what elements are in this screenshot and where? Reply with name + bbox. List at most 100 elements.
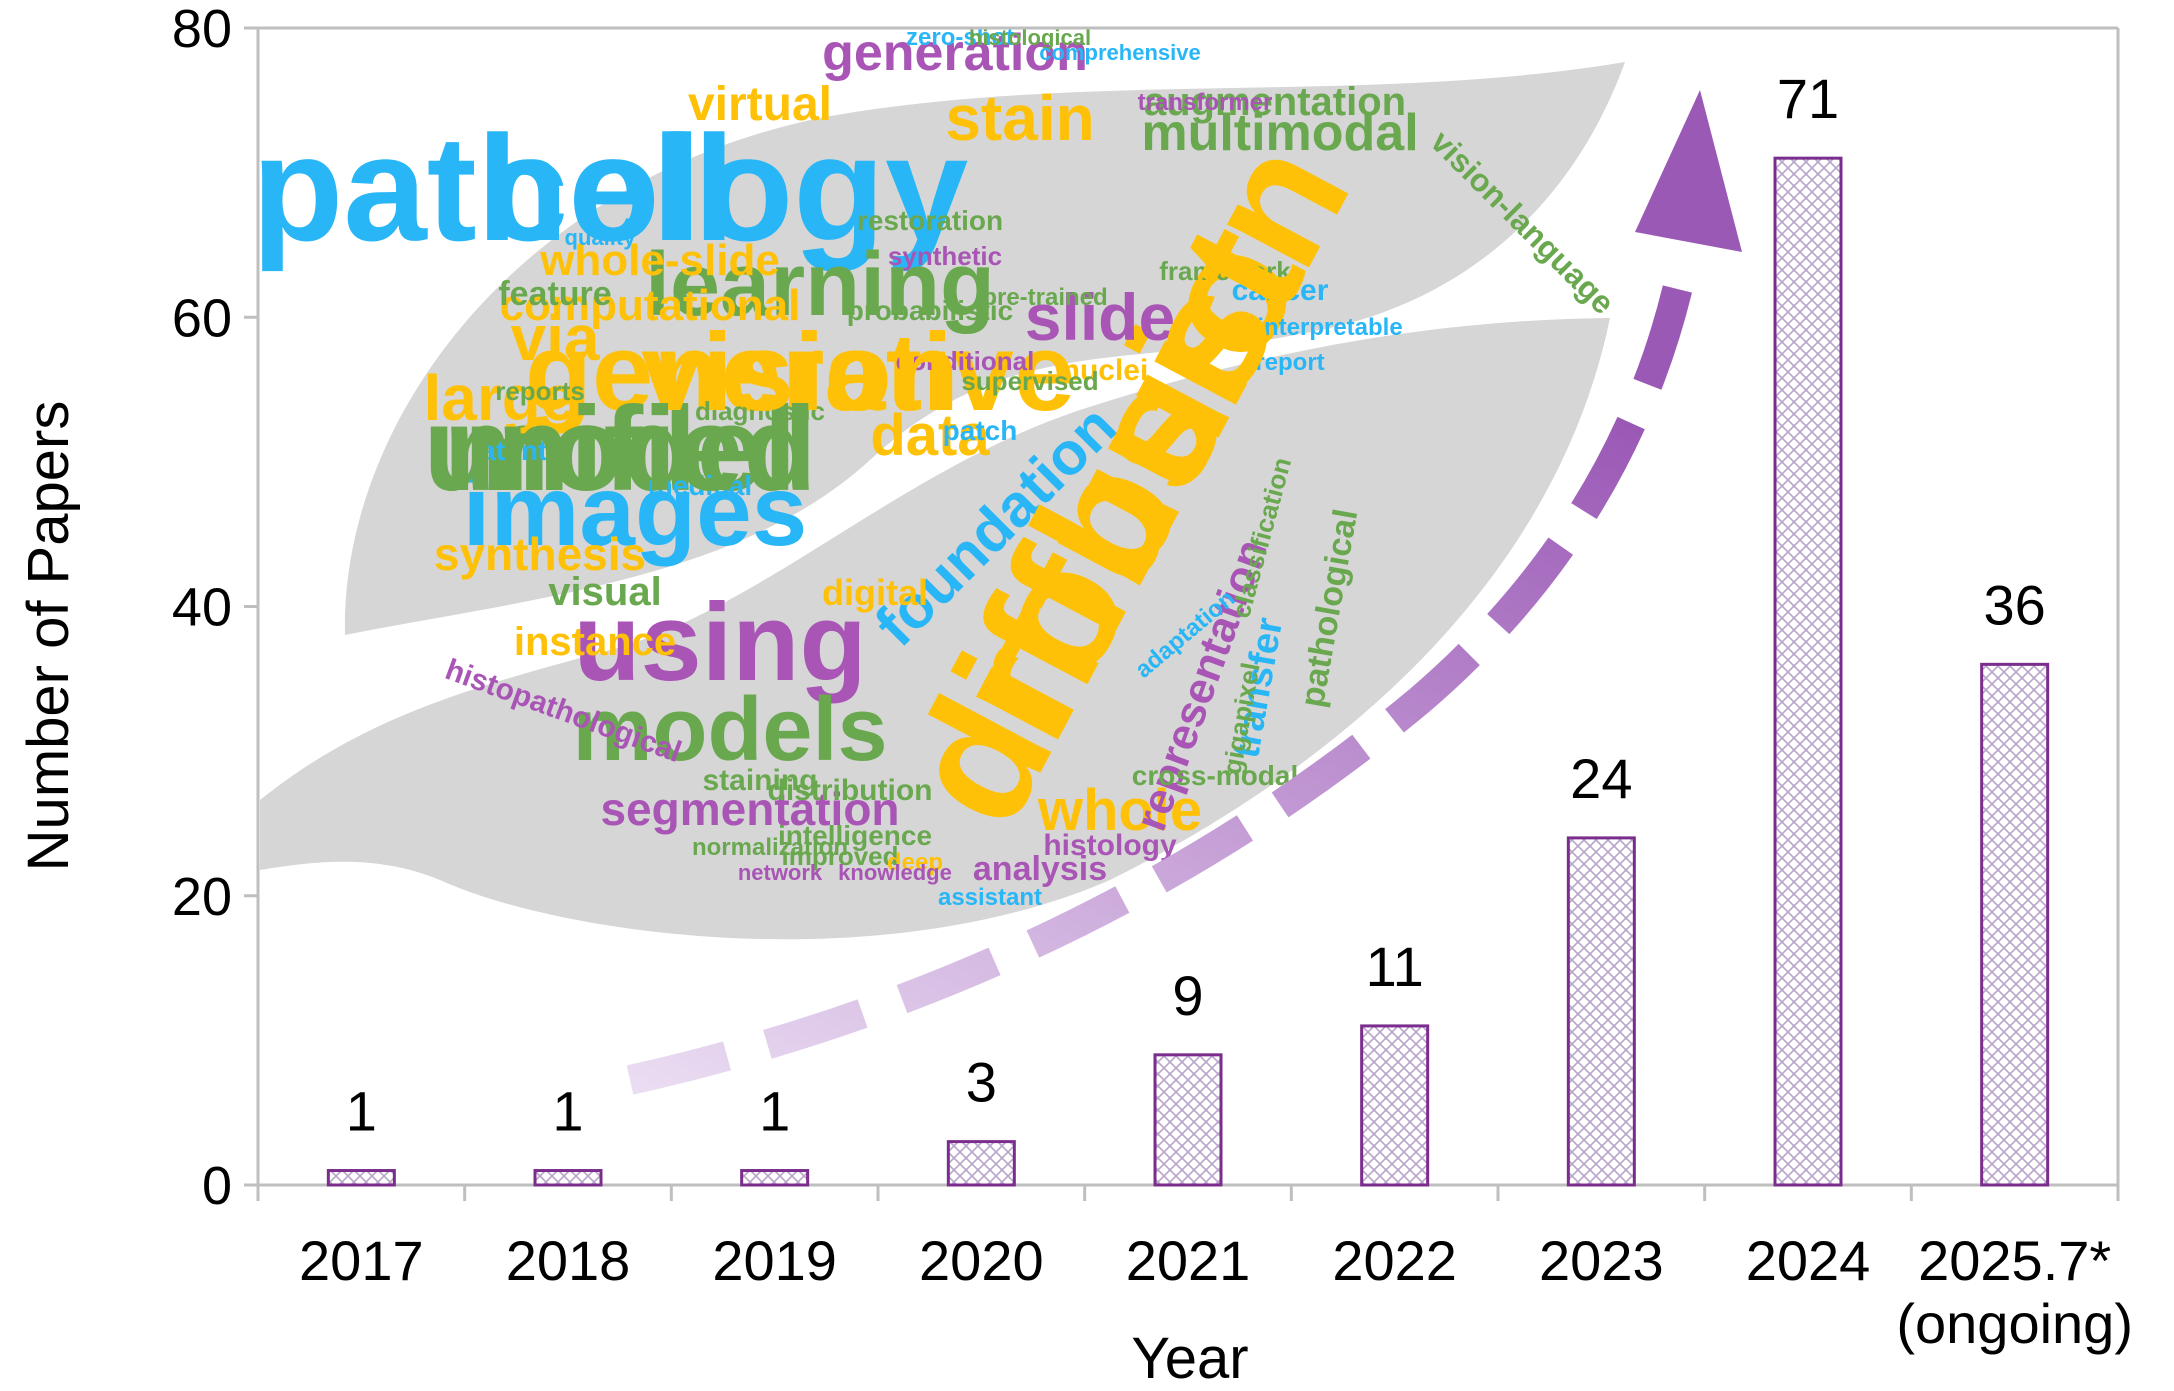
word-cloud-word: cross-modal: [1132, 760, 1299, 791]
word-cloud-word: analysis: [973, 850, 1107, 888]
word-cloud-word: comprehensive: [1039, 40, 1200, 65]
word-cloud-word: patch: [943, 415, 1018, 446]
word-cloud-word: learning: [645, 235, 995, 335]
word-cloud-word: large: [424, 362, 577, 434]
word-cloud-word: restoration: [857, 205, 1003, 236]
y-tick-label: 20: [172, 867, 232, 927]
word-cloud-word: data: [870, 403, 990, 468]
word-cloud-word: histology: [1043, 829, 1177, 862]
x-tick-note: (ongoing): [1896, 1292, 2133, 1355]
word-cloud-word: visual: [548, 570, 661, 614]
bar-2022: [1360, 1024, 1430, 1187]
x-tick-label: 2021: [1126, 1229, 1251, 1292]
word-cloud-leaf: pathologydiffusiongenerativemodelimagesl…: [252, 24, 1626, 940]
word-cloud-word: assistant: [938, 884, 1042, 911]
leaf-lower-shape: [260, 318, 1610, 940]
x-tick-label: 2025.7*: [1918, 1229, 2111, 1292]
word-cloud-word: feature: [498, 275, 611, 313]
word-cloud-word: cancer: [1232, 274, 1329, 307]
x-tick-label: 2019: [712, 1229, 837, 1292]
word-cloud-word: stain: [945, 82, 1094, 154]
word-cloud-word: distribution: [768, 774, 933, 807]
word-cloud-word: cell: [485, 104, 735, 272]
bar-2018: [533, 1169, 603, 1187]
word-cloud-word: augmentation: [1144, 80, 1406, 124]
growth-arrow-head: [1635, 90, 1742, 252]
y-tick-label: 60: [172, 288, 232, 348]
bar-2019: [740, 1169, 810, 1187]
word-cloud-word: pathology: [252, 104, 969, 272]
word-cloud-word: normalization: [692, 834, 848, 861]
word-cloud-word: digital: [822, 572, 928, 613]
word-cloud-word: reports: [495, 376, 585, 406]
word-cloud-word: conditional: [896, 346, 1035, 376]
word-cloud-words: pathologydiffusiongenerativemodelimagesl…: [252, 24, 1622, 911]
bar-2021: [1153, 1053, 1223, 1187]
x-tick-label: 2022: [1332, 1229, 1457, 1292]
word-cloud-word: segmentation: [600, 783, 899, 835]
data-label: 3: [966, 1051, 997, 1114]
word-cloud-word: transformer: [1138, 89, 1273, 116]
x-tick-label: 2020: [919, 1229, 1044, 1292]
data-label: 1: [552, 1080, 583, 1143]
data-label: 1: [346, 1080, 377, 1143]
data-label: 9: [1172, 964, 1203, 1027]
word-cloud-word: generation: [822, 24, 1088, 82]
word-cloud-word: synthetic: [888, 241, 1002, 271]
word-cloud-word: vision: [641, 311, 959, 434]
word-cloud-word: slide: [1025, 280, 1175, 354]
y-tick-label: 40: [172, 578, 232, 638]
bar-2020: [946, 1140, 1016, 1187]
word-cloud-word: models: [572, 680, 887, 780]
bars: [326, 156, 2050, 1187]
word-cloud-word: staining: [702, 764, 817, 797]
word-cloud-word: quality: [565, 225, 637, 250]
word-cloud-word: model: [443, 382, 796, 516]
data-label: 24: [1570, 747, 1632, 810]
word-cloud-word: medical: [648, 470, 752, 501]
word-cloud-word: framework: [1159, 256, 1291, 286]
bar-2025.7*: [1980, 662, 2050, 1187]
x-tick-label: 2017: [299, 1229, 424, 1292]
word-cloud-word: multimodal: [1141, 104, 1418, 162]
x-tick-label: 2024: [1746, 1229, 1871, 1292]
word-cloud-word: network: [738, 860, 823, 885]
data-label: 1: [759, 1080, 790, 1143]
x-axis-ticks: 2017 2018 2019 2020 2021 2022 2023 2024 2025.7*(…: [256, 1185, 2133, 1355]
word-cloud-word: knowledge: [838, 860, 952, 885]
word-cloud-word: computational: [500, 281, 801, 330]
x-axis-title: Year: [1131, 1326, 1248, 1391]
word-cloud-word: diagnostic: [695, 396, 825, 426]
word-cloud-word: improved: [781, 841, 898, 871]
word-cloud-word: virtual: [688, 78, 832, 131]
data-label: 71: [1777, 67, 1839, 130]
growth-arrow-shaft: [626, 252, 1700, 1095]
bar-2017: [326, 1169, 396, 1187]
word-cloud-word: nuclei: [1062, 354, 1149, 387]
word-cloud-word: unified: [423, 382, 816, 516]
word-cloud-word: interpretable: [1257, 314, 1402, 341]
y-tick-label: 80: [172, 0, 232, 59]
y-axis-title: Number of Papers: [16, 401, 81, 872]
x-tick-label: 2018: [506, 1229, 631, 1292]
word-cloud-word: using: [573, 581, 866, 704]
word-cloud-word: intelligence: [778, 820, 932, 851]
word-cloud-word: images: [463, 455, 808, 567]
word-cloud-word: probabilistic: [847, 295, 1013, 326]
word-cloud-word: via: [511, 302, 600, 374]
word-cloud-word: supervised: [961, 366, 1098, 396]
y-axis-ticks: 0 20 40 60 80: [172, 0, 258, 1216]
word-cloud-word: latent: [473, 435, 548, 466]
y-tick-label: 0: [202, 1156, 232, 1216]
word-cloud-word: synthesis: [434, 528, 646, 580]
word-cloud-word: deep: [887, 849, 943, 876]
word-cloud-word: whole-slide: [539, 236, 780, 285]
word-cloud-word: generative: [525, 311, 1075, 434]
word-cloud-word: report: [1255, 349, 1324, 376]
word-cloud-word: pre-trained: [982, 284, 1107, 311]
data-label: 36: [1984, 573, 2046, 636]
bar-2024: [1773, 156, 1843, 1187]
growth-arrow: [626, 90, 1742, 1095]
